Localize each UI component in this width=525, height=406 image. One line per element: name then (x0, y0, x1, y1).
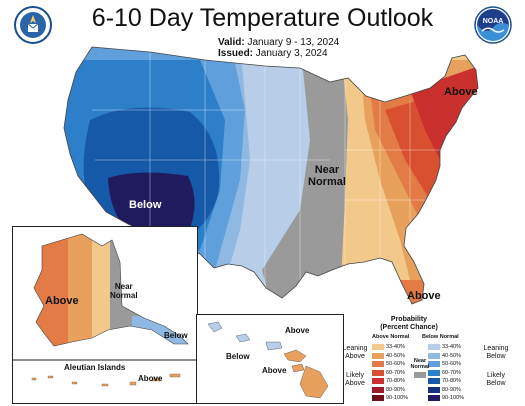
label-below-west: Below (129, 199, 162, 211)
legend-above-row: 90-100% (372, 394, 408, 402)
valid-label: Valid: (218, 37, 245, 48)
legend-below-swatch (428, 386, 440, 393)
issued-date: Issued: January 3, 2024 (218, 48, 328, 59)
aleutian-label-above: Above (138, 374, 163, 383)
near-line2: Normal (308, 176, 346, 188)
legend-above-swatch (372, 361, 384, 367)
label-near-normal-central: Near Normal (308, 164, 346, 188)
legend-above-row: 60-70% (372, 369, 405, 377)
hawaii-inset (196, 314, 344, 404)
legend-title-line1: Probability (390, 316, 428, 323)
likely-above-line1: Likely (346, 372, 364, 379)
legend-leaning-below: Leaning Below (480, 345, 512, 361)
valid-range: January 9 - 13, 2024 (247, 37, 340, 48)
legend-above-row: 80-90% (372, 386, 405, 394)
legend-likely-below: Likely Below (480, 372, 512, 388)
legend-below-pct: 33-40% (442, 344, 461, 350)
legend-above-swatch (372, 386, 384, 393)
legend-title-line2: (Percent Chance) (380, 324, 438, 331)
state-borders (92, 52, 440, 285)
legend-below-swatch (428, 369, 440, 376)
legend-near-normal: Near Normal (410, 358, 430, 378)
legend-above-pct: 60-70% (386, 369, 405, 376)
alaska-inset (12, 226, 198, 404)
legend-above-pct: 70-80% (386, 378, 405, 384)
legend-below-row: 90-100% (428, 394, 464, 402)
legend-below-swatch (428, 395, 440, 401)
legend-above-scale: 33-40% 40-50% 50-60% 60-70% 70-80% 80-90% 90-1… (372, 343, 418, 405)
legend-below-pct: 80-90% (442, 386, 461, 393)
ak-label-near-normal: Near Normal (110, 282, 138, 300)
legend-above-pct: 90-100% (386, 395, 409, 401)
legend-above-swatch (372, 352, 384, 359)
legend-below-pct: 40-50% (442, 352, 461, 359)
legend-above-row: 40-50% (372, 352, 405, 360)
label-above-florida: Above (407, 290, 441, 302)
legend-above-swatch (372, 378, 384, 384)
legend-above-swatch (372, 344, 384, 350)
legend-below-row: 50-60% (428, 360, 461, 368)
legend-above-row: 70-80% (372, 377, 405, 385)
legend-below-swatch (428, 344, 440, 350)
legend-above-swatch (372, 369, 384, 376)
legend-above-pct: 80-90% (386, 386, 405, 393)
legend-above-row: 33-40% (372, 343, 405, 351)
legend-title: Probability (Percent Chance) (366, 316, 452, 332)
legend-above-pct: 50-60% (386, 361, 405, 367)
legend-below-scale: 33-40% 40-50% 50-60% 60-70% 70-80% 80-90% 90-1… (428, 343, 474, 405)
legend-above-pct: 33-40% (386, 344, 405, 350)
legend-below-pct: 70-80% (442, 378, 461, 384)
legend-near-line2: Normal (410, 364, 430, 370)
legend-below-pct: 50-60% (442, 361, 461, 367)
legend-below-row: 70-80% (428, 377, 461, 385)
likely-below-line2: Below (486, 380, 506, 387)
ak-label-above: Above (45, 295, 79, 307)
legend-leaning-above: Leaning Above (340, 345, 370, 361)
issued-value: January 3, 2024 (255, 48, 328, 59)
svg-text:NOAA: NOAA (483, 18, 504, 25)
legend-near-line1: Near (413, 358, 427, 364)
page-title: 6-10 Day Temperature Outlook (91, 4, 434, 32)
legend-below-pct: 60-70% (442, 369, 461, 376)
issued-label: Issued: (218, 48, 254, 59)
noaa-logo-icon: NOAA (474, 6, 512, 44)
legend-above-head: Above Normal (372, 334, 410, 340)
likely-below-line1: Likely (487, 372, 505, 379)
likely-above-line2: Above (345, 380, 365, 387)
legend-below-swatch (428, 352, 440, 359)
leaning-below-line2: Below (486, 353, 506, 360)
legend-below-swatch (428, 361, 440, 367)
label-above-northeast: Above (444, 86, 478, 98)
ak-label-below: Below (164, 331, 188, 340)
commerce-seal-icon (14, 6, 52, 44)
legend-below-row: 33-40% (428, 343, 461, 351)
legend-below-head: Below Normal (422, 334, 459, 340)
hi-label-above-bottom: Above (262, 366, 287, 375)
valid-dates: Valid: January 9 - 13, 2024 (218, 37, 339, 48)
aleutian-islands-label: Aleutian Islands (64, 363, 126, 372)
legend-above-pct: 40-50% (386, 352, 405, 359)
hi-label-above-top: Above (285, 326, 310, 335)
legend-near-swatch (414, 372, 426, 378)
leaning-below-line1: Leaning (483, 345, 509, 352)
legend-below-row: 40-50% (428, 352, 461, 360)
near-line1: Near (314, 164, 340, 176)
legend-below-row: 80-90% (428, 386, 461, 394)
legend-likely-above: Likely Above (340, 372, 370, 388)
legend-below-pct: 90-100% (442, 395, 465, 401)
legend-below-swatch (428, 378, 440, 384)
hi-label-below: Below (226, 352, 250, 361)
legend-above-row: 50-60% (372, 360, 405, 368)
legend-below-row: 60-70% (428, 369, 461, 377)
leaning-above-line2: Above (345, 353, 365, 360)
leaning-above-line1: Leaning (342, 345, 368, 352)
legend-above-swatch (372, 395, 384, 401)
ak-near-line1: Near (114, 282, 133, 291)
ak-near-line2: Normal (110, 291, 138, 300)
